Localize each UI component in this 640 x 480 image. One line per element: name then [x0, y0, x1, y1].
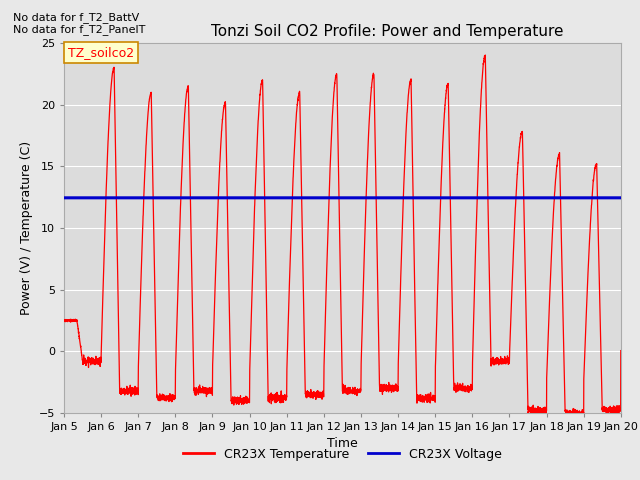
- X-axis label: Time: Time: [327, 437, 358, 450]
- Text: No data for f_T2_BattV: No data for f_T2_BattV: [13, 12, 139, 23]
- Text: No data for f_T2_PanelT: No data for f_T2_PanelT: [13, 24, 145, 35]
- Y-axis label: Power (V) / Temperature (C): Power (V) / Temperature (C): [20, 141, 33, 315]
- Title: Tonzi Soil CO2 Profile: Power and Temperature: Tonzi Soil CO2 Profile: Power and Temper…: [211, 24, 563, 39]
- Text: TZ_soilco2: TZ_soilco2: [68, 46, 134, 59]
- Legend: CR23X Temperature, CR23X Voltage: CR23X Temperature, CR23X Voltage: [178, 443, 507, 466]
